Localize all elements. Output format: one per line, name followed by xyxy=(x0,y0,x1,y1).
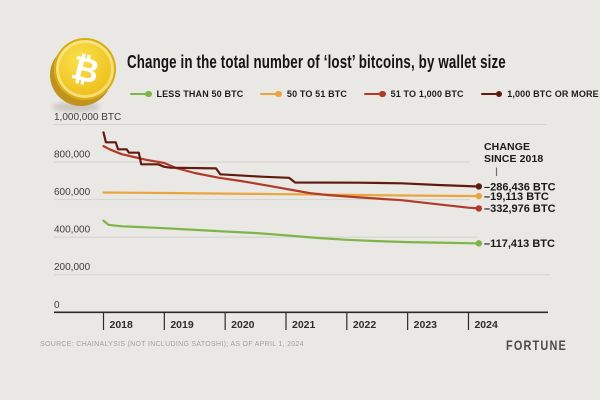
legend-label: LESS THAN 50 BTC xyxy=(156,89,244,99)
series-endpoint-dot xyxy=(475,183,483,190)
x-axis-label: 2019 xyxy=(170,319,194,331)
legend-swatch-icon xyxy=(260,90,282,98)
series-endpoint-dot xyxy=(475,205,483,212)
change-value-label: –117,413 BTC xyxy=(484,238,555,250)
x-axis-label: 2020 xyxy=(231,319,255,331)
series-line-less-than-50-btc xyxy=(102,219,480,245)
legend-swatch-icon xyxy=(364,90,386,98)
y-axis-label: 0 xyxy=(54,300,60,311)
bitcoin-coin-icon: ₿ xyxy=(50,38,122,112)
legend-swatch-icon xyxy=(130,90,152,98)
change-value-label: –286,436 BTC xyxy=(484,181,556,193)
y-axis-label: 1,000,000 BTC xyxy=(54,112,121,123)
y-axis-label: 400,000 xyxy=(54,225,91,236)
chart-title: Change in the total number of ‘lost’ bit… xyxy=(127,51,506,72)
source-note: SOURCE: CHAINALYSIS (NOT INCLUDING SATOS… xyxy=(40,341,304,348)
coin-shadow xyxy=(52,102,100,112)
legend-swatch-icon xyxy=(480,90,503,98)
y-axis-label: 800,000 xyxy=(54,150,91,161)
series-line-51-to-1-000-btc xyxy=(102,145,480,210)
y-axis-label: 600,000 xyxy=(54,187,91,198)
legend-item-less-than-50: LESS THAN 50 BTC xyxy=(130,89,243,99)
legend-label: 51 TO 1,000 BTC xyxy=(390,89,464,99)
coin-face: ₿ xyxy=(54,38,116,100)
x-axis-label: 2021 xyxy=(292,319,316,331)
y-axis-label: 200,000 xyxy=(54,262,91,273)
change-value-label: –332,976 BTC xyxy=(484,203,556,215)
series-endpoint-dot xyxy=(475,240,483,247)
series-endpoint-dot xyxy=(475,192,483,200)
x-axis-label: 2023 xyxy=(414,319,438,331)
legend-label: 1,000 BTC OR MORE xyxy=(507,89,599,99)
x-axis-label: 2022 xyxy=(353,319,377,331)
change-value-label: –19,113 BTC xyxy=(484,191,549,203)
x-axis-label: 2024 xyxy=(474,319,498,331)
legend-item-51-to-1000: 51 TO 1,000 BTC xyxy=(364,89,464,99)
change-since-2018-header: CHANGE SINCE 2018 xyxy=(484,141,544,166)
chart-legend: LESS THAN 50 BTC 50 TO 51 BTC 51 TO 1,00… xyxy=(130,89,599,99)
fortune-logo: FORTUNE xyxy=(506,337,567,353)
legend-item-50-to-51: 50 TO 51 BTC xyxy=(260,89,347,99)
x-axis-label: 2018 xyxy=(110,319,134,331)
series-line-1-000-btc-or-more xyxy=(102,131,480,188)
series-line-50-to-51-btc xyxy=(102,191,480,198)
legend-item-1000-or-more: 1,000 BTC OR MORE xyxy=(480,89,599,99)
legend-label: 50 TO 51 BTC xyxy=(286,89,348,99)
